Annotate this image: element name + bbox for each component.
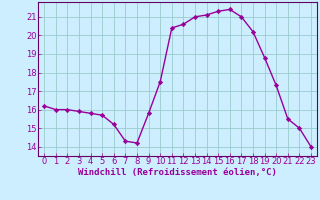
X-axis label: Windchill (Refroidissement éolien,°C): Windchill (Refroidissement éolien,°C) bbox=[78, 168, 277, 177]
